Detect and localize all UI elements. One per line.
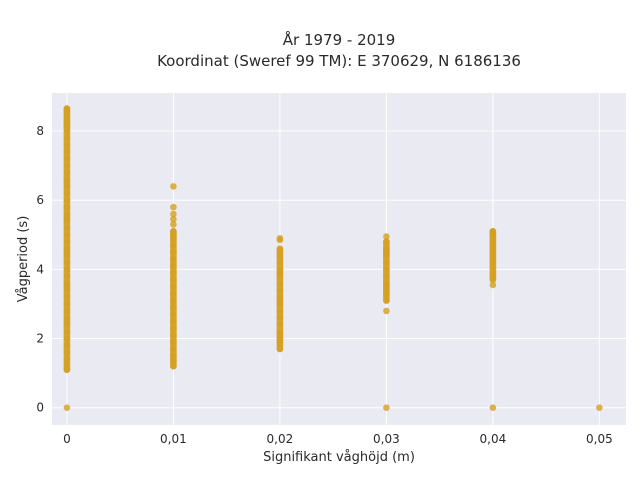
y-tick-label: 8 xyxy=(36,124,44,138)
data-point xyxy=(170,210,177,218)
data-point xyxy=(596,404,603,412)
chart-subtitle: Koordinat (Sweref 99 TM): E 370629, N 61… xyxy=(157,52,521,70)
data-point xyxy=(489,404,497,412)
plot-area xyxy=(52,93,626,425)
y-tick-label: 4 xyxy=(36,262,44,276)
data-points xyxy=(63,105,603,412)
chart-title: År 1979 - 2019 xyxy=(283,30,396,49)
y-tick-label: 2 xyxy=(36,332,44,346)
data-point xyxy=(170,221,177,228)
x-tick-label: 0,03 xyxy=(373,432,400,446)
data-point xyxy=(170,203,177,211)
x-axis-title: Signifikant våghöjd (m) xyxy=(263,450,415,465)
x-tick-label: 0 xyxy=(63,432,71,446)
data-point xyxy=(489,281,497,289)
data-point xyxy=(383,233,390,240)
data-point xyxy=(63,404,71,412)
y-axis-title: Vågperiod (s) xyxy=(16,216,31,303)
x-tick-label: 0,05 xyxy=(586,432,613,446)
y-tick-label: 0 xyxy=(36,401,44,415)
x-tick-label: 0,04 xyxy=(480,432,507,446)
data-point xyxy=(383,307,390,315)
data-point xyxy=(170,215,177,223)
data-point xyxy=(276,234,284,242)
data-point xyxy=(170,183,177,190)
tick-labels: 0 0,01 0,02 0,03 0,04 0,05 0 2 4 6 8 xyxy=(36,124,612,446)
x-tick-label: 0,01 xyxy=(160,432,187,446)
y-tick-label: 6 xyxy=(36,193,44,207)
data-point xyxy=(383,404,390,412)
x-tick-label: 0,02 xyxy=(267,432,294,446)
